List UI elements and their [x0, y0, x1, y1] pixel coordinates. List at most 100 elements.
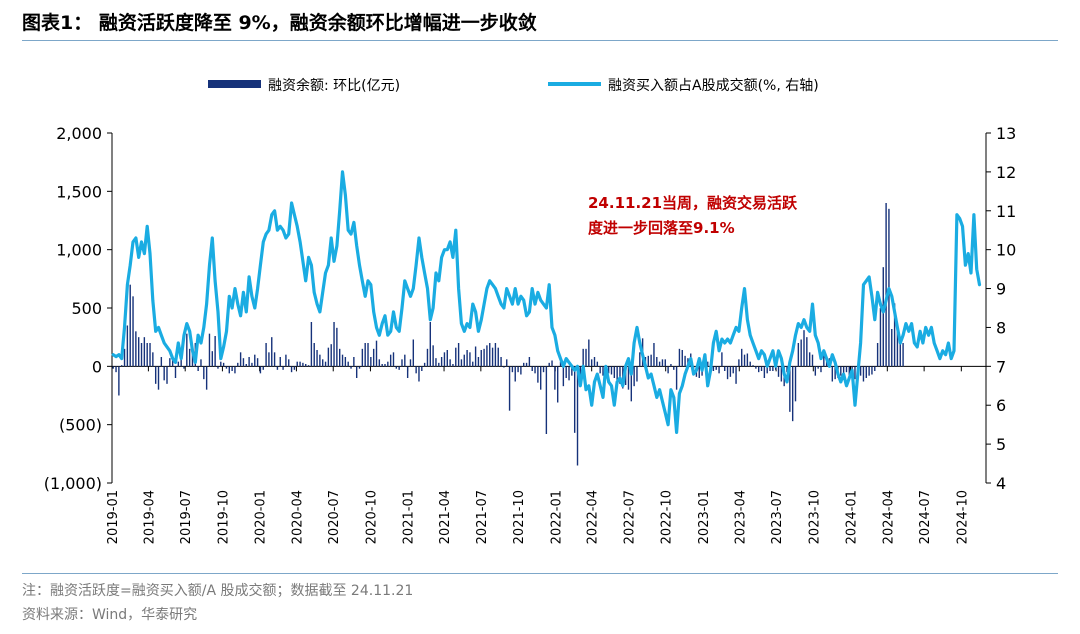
bar — [486, 345, 488, 367]
right-tick-label: 11 — [996, 202, 1016, 221]
bar — [568, 366, 570, 381]
bar — [806, 337, 808, 367]
bar — [387, 361, 389, 367]
bar — [774, 366, 777, 370]
bar — [339, 348, 341, 367]
bar — [412, 339, 415, 367]
bar — [347, 361, 349, 367]
x-tick-label: 2021-10 — [512, 490, 527, 544]
legend-line-label: 融资买入额占A股成交额(%, 右轴) — [608, 77, 819, 94]
bar — [647, 355, 649, 367]
bar — [203, 366, 205, 380]
x-tick-label: 2022-07 — [622, 490, 637, 544]
bar — [344, 357, 347, 367]
bar — [169, 358, 171, 367]
bar — [324, 361, 327, 367]
bar — [777, 366, 780, 377]
bar — [613, 366, 616, 378]
bar — [163, 366, 165, 381]
bar — [551, 360, 553, 367]
bar — [817, 366, 819, 369]
left-tick-label: 0 — [92, 357, 102, 376]
bar — [876, 343, 879, 367]
bar — [370, 357, 372, 367]
bar — [588, 339, 590, 367]
bar — [497, 347, 499, 367]
bar — [426, 348, 429, 367]
bar — [245, 364, 247, 367]
bar — [842, 366, 845, 374]
bar — [859, 366, 862, 376]
bar — [432, 345, 434, 367]
bar — [435, 358, 437, 367]
bar — [834, 366, 836, 380]
bar — [548, 362, 550, 367]
bar — [893, 303, 896, 367]
line-series — [111, 170, 982, 434]
bar — [466, 350, 468, 367]
bar — [307, 365, 310, 367]
bar — [743, 354, 746, 367]
bar — [619, 366, 621, 384]
bar — [590, 359, 593, 367]
bar — [780, 366, 783, 382]
bar — [259, 366, 262, 374]
bar — [457, 343, 460, 367]
right-tick-label: 7 — [996, 357, 1006, 376]
bar — [593, 357, 596, 367]
bar — [698, 366, 700, 378]
bar — [721, 352, 723, 367]
right-tick-label: 9 — [996, 280, 1006, 299]
bar — [121, 365, 123, 367]
bar — [808, 352, 811, 367]
bar — [650, 354, 652, 367]
bar — [446, 350, 448, 367]
bar — [123, 348, 126, 367]
bar — [599, 366, 601, 374]
bar — [738, 359, 740, 367]
bar — [211, 351, 214, 367]
bar — [268, 352, 270, 367]
bar — [350, 366, 352, 369]
bar — [214, 336, 216, 367]
x-tick-label: 2023-04 — [733, 490, 748, 544]
bar — [506, 359, 508, 367]
bar — [746, 353, 749, 367]
bar — [242, 358, 245, 367]
bar — [313, 343, 315, 367]
bar — [868, 366, 870, 376]
bar — [718, 366, 720, 374]
bar — [336, 327, 338, 367]
bar — [585, 348, 587, 367]
line-path — [111, 170, 982, 434]
bar — [205, 366, 208, 390]
bar — [503, 366, 505, 368]
legend-bar-swatch — [208, 80, 261, 88]
bar — [288, 359, 290, 367]
bar — [217, 366, 219, 369]
right-tick-label: 13 — [996, 124, 1016, 143]
bar — [489, 343, 491, 367]
bar — [537, 366, 539, 383]
bar — [823, 354, 825, 367]
bar — [596, 361, 599, 367]
bar — [234, 366, 236, 374]
bar — [531, 366, 533, 371]
left-tick-label: 2,000 — [56, 124, 102, 143]
bar — [542, 366, 545, 373]
bar — [707, 361, 709, 367]
x-tick-label: 2019-07 — [179, 490, 194, 544]
bar — [152, 352, 154, 367]
bar — [523, 362, 525, 367]
left-tick-label: (500) — [59, 416, 102, 435]
bar — [372, 348, 375, 367]
right-tick-label: 12 — [996, 163, 1016, 182]
bar — [803, 330, 805, 367]
bar — [675, 366, 678, 390]
bar — [491, 347, 494, 367]
right-tick-label: 8 — [996, 318, 1006, 337]
bar — [791, 366, 794, 422]
bar — [319, 354, 321, 367]
bar — [528, 357, 531, 367]
bar — [800, 339, 802, 367]
